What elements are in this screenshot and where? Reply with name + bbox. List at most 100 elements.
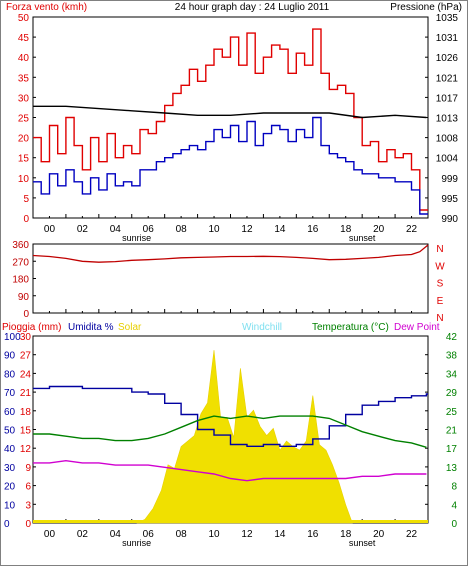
climate-x-label: 08 [176,529,188,540]
wind-x-label: 12 [241,224,253,235]
rain-y-tick-label: 6 [25,482,31,493]
climate-x-label: 10 [208,529,220,540]
direction-y-tick-label: 360 [12,240,29,251]
wind-y-tick-label: 30 [18,93,30,104]
humidity-series-line [33,385,428,447]
humidity-y-tick-label: 10 [4,500,16,511]
compass-label: E [437,296,444,307]
wind-sunset-label: sunset [349,233,376,243]
wind-x-label: 08 [176,224,188,235]
humidity-y-tick-label: 90 [4,351,16,362]
pressure-y-tick-label: 1013 [436,114,459,125]
temperature-y-tick-label: 8 [451,482,457,493]
pressure-y-tick-label: 1004 [436,154,459,165]
pressure-y-tick-label: 1008 [436,134,459,145]
pressure-y-tick-label: 1021 [436,73,459,84]
rain-y-tick-label: 3 [25,500,31,511]
humidity-y-tick-label: 20 [4,482,16,493]
climate-x-label: 22 [406,529,418,540]
humidity-y-tick-label: 50 [4,426,16,437]
pressure-y-tick-label: 995 [441,194,458,205]
wind-axis-title: Forza vento (kmh) [6,2,87,13]
climate-x-label: 04 [110,529,122,540]
temperature-y-tick-label: 21 [446,426,458,437]
pressure-y-tick-label: 1026 [436,53,459,64]
pressure-series-line [33,105,427,119]
climate-x-label: 12 [241,529,253,540]
dewpoint-legend: Dew Point [394,322,440,333]
pressure-axis-title: Pressione (hPa) [390,2,462,13]
pressure-y-tick-label: 1017 [436,93,459,104]
rain-y-tick-label: 0 [25,519,31,530]
rain-y-tick-label: 15 [20,426,32,437]
climate-x-label: 06 [143,529,155,540]
temperature-series-line [33,415,427,448]
chart-title: 24 hour graph day : 24 Luglio 2011 [175,2,330,13]
compass-label: W [435,261,445,272]
rain-baseline [33,520,428,523]
wind-sunrise-label: sunrise [122,233,151,243]
wind-y-tick-label: 5 [23,194,29,205]
climate-x-label: 14 [274,529,286,540]
windchill-legend: Windchill [242,322,282,333]
wind-max-series-line [33,28,428,211]
wind-x-label: 22 [406,224,418,235]
wind-y-tick-label: 45 [18,33,30,44]
rain-humidity-temp-panel: 0102030405060708090100036912151821242730… [4,332,457,548]
wind-y-tick-label: 40 [18,53,30,64]
climate-x-label: 16 [307,529,319,540]
wind-y-tick-label: 10 [18,174,30,185]
climate-x-label: 02 [77,529,89,540]
climate-x-label: 20 [373,529,385,540]
wind-x-label: 10 [208,224,220,235]
temperature-y-tick-label: 25 [446,407,458,418]
direction-y-tick-label: 180 [12,275,29,286]
climate-sunrise-label: sunrise [122,538,151,548]
dewpoint-series-line [33,459,427,482]
direction-plot-area [32,243,429,314]
temperature-y-tick-label: 42 [446,332,458,343]
wind-x-label: 06 [143,224,155,235]
humidity-y-tick-label: 60 [4,407,16,418]
wind-y-tick-label: 0 [23,214,29,225]
humidity-y-tick-label: 30 [4,463,16,474]
wind-x-label: 16 [307,224,319,235]
rain-y-tick-label: 12 [20,444,32,455]
wind-y-tick-label: 15 [18,154,30,165]
direction-y-tick-label: 270 [12,257,29,268]
wind-y-tick-label: 35 [18,73,30,84]
pressure-y-tick-label: 1031 [436,33,459,44]
temperature-y-tick-label: 4 [451,500,457,511]
humidity-y-tick-label: 0 [4,519,10,530]
humidity-y-tick-label: 40 [4,444,16,455]
compass-label: N [436,244,443,255]
wind-x-label: 14 [274,224,286,235]
humidity-axis-title: Umidita % [68,322,114,333]
wind-x-label: 20 [373,224,385,235]
rain-y-tick-label: 18 [20,407,32,418]
wind-y-tick-label: 50 [18,13,30,24]
temperature-y-tick-label: 0 [451,519,457,530]
solar-legend: Solar [118,322,142,333]
rain-axis-title: Pioggia (mm) [2,322,61,333]
solar-series-area [136,350,353,524]
temperature-axis-title: Temperatura (°C) [312,322,389,333]
humidity-y-tick-label: 80 [4,369,16,380]
compass-label: S [437,279,444,290]
rain-y-tick-label: 9 [25,463,31,474]
pressure-y-tick-label: 990 [441,214,458,225]
direction-y-tick-label: 0 [23,309,29,320]
wind-x-label: 18 [340,224,352,235]
climate-x-label: 00 [44,529,56,540]
temperature-y-tick-label: 13 [446,463,458,474]
rain-y-tick-label: 21 [20,388,32,399]
pressure-y-tick-label: 999 [441,174,458,185]
temperature-y-tick-label: 17 [446,444,458,455]
temperature-y-tick-label: 29 [446,388,458,399]
climate-sunset-label: sunset [349,538,376,548]
temperature-y-tick-label: 34 [446,369,458,380]
wind-y-tick-label: 20 [18,134,30,145]
direction-y-tick-label: 90 [18,292,30,303]
